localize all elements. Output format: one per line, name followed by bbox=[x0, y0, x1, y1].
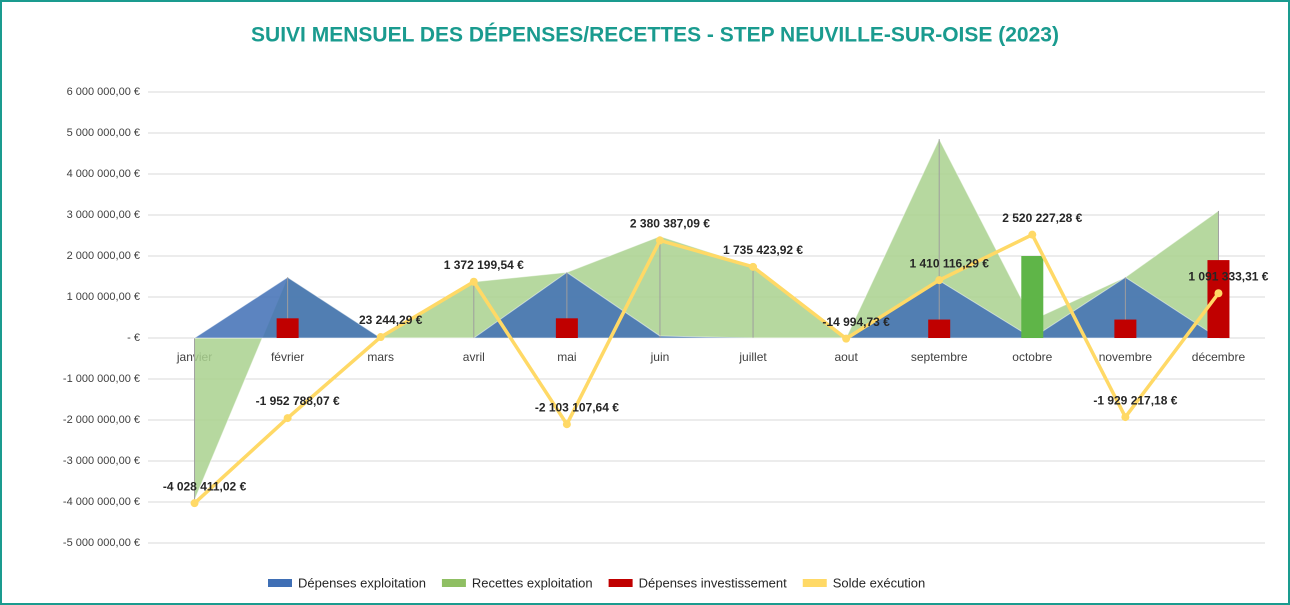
x-tick-label: aout bbox=[834, 350, 858, 364]
y-tick-label: 2 000 000,00 € bbox=[67, 250, 140, 262]
data-label: -1 952 788,07 € bbox=[256, 394, 340, 408]
x-tick-label: juin bbox=[650, 350, 670, 364]
point bbox=[562, 420, 571, 429]
point bbox=[283, 414, 292, 423]
legend-label: Dépenses investissement bbox=[639, 575, 788, 590]
point bbox=[1214, 289, 1223, 298]
x-tick-label: octobre bbox=[1012, 350, 1052, 364]
legend-swatch bbox=[802, 579, 827, 587]
legend-swatch bbox=[441, 579, 466, 587]
legend-label: Dépenses exploitation bbox=[298, 575, 426, 590]
y-tick-label: -3 000 000,00 € bbox=[63, 455, 140, 467]
y-tick-label: 4 000 000,00 € bbox=[67, 168, 140, 180]
data-label: -2 103 107,64 € bbox=[535, 400, 619, 414]
y-tick-label: 1 000 000,00 € bbox=[67, 291, 140, 303]
x-tick-label: mai bbox=[557, 350, 576, 364]
point bbox=[1028, 230, 1037, 239]
point bbox=[376, 333, 385, 342]
y-tick-label: -2 000 000,00 € bbox=[63, 414, 140, 426]
y-tick-label: 6 000 000,00 € bbox=[67, 86, 140, 98]
legend-label: Solde exécution bbox=[833, 575, 926, 590]
data-label: 1 410 116,29 € bbox=[909, 256, 989, 270]
bar bbox=[1207, 260, 1230, 338]
y-tick-label: -4 000 000,00 € bbox=[63, 496, 140, 508]
bar bbox=[555, 318, 578, 338]
bar bbox=[276, 318, 299, 338]
x-tick-label: avril bbox=[463, 350, 485, 364]
point bbox=[469, 277, 478, 286]
line bbox=[193, 232, 1220, 505]
data-label: 23 244,29 € bbox=[359, 313, 423, 327]
point bbox=[749, 262, 758, 271]
chart-title: SUIVI MENSUEL DES DÉPENSES/RECETTES - ST… bbox=[251, 24, 1059, 47]
bar bbox=[1114, 319, 1137, 338]
y-tick-label: - € bbox=[127, 332, 140, 344]
legend-swatch bbox=[268, 579, 292, 587]
point bbox=[935, 276, 944, 285]
x-tick-label: février bbox=[271, 350, 304, 364]
bar bbox=[1021, 256, 1044, 338]
point bbox=[842, 334, 851, 343]
data-label: -14 994,73 € bbox=[822, 315, 890, 329]
x-tick-label: décembre bbox=[1192, 350, 1246, 364]
y-tick-label: -1 000 000,00 € bbox=[63, 373, 140, 385]
bar bbox=[928, 319, 951, 338]
data-label: 1 372 199,54 € bbox=[444, 258, 524, 272]
x-tick-label: juillet bbox=[738, 350, 767, 364]
data-label: 1 735 423,92 € bbox=[723, 243, 803, 257]
data-label: 2 380 387,09 € bbox=[630, 217, 710, 231]
point bbox=[190, 499, 199, 508]
point bbox=[655, 236, 664, 245]
y-tick-label: -5 000 000,00 € bbox=[63, 537, 140, 549]
data-label: -1 929 217,18 € bbox=[1093, 393, 1177, 407]
data-label: -4 028 411,02 € bbox=[163, 479, 247, 493]
y-tick-label: 5 000 000,00 € bbox=[67, 127, 140, 139]
x-tick-label: septembre bbox=[911, 350, 968, 364]
x-tick-label: novembre bbox=[1099, 350, 1153, 364]
point bbox=[1121, 413, 1130, 422]
data-label: 1 091 333,31 € bbox=[1188, 269, 1268, 283]
legend-label: Recettes exploitation bbox=[472, 575, 593, 590]
data-label: 2 520 227,28 € bbox=[1002, 211, 1082, 225]
y-tick-label: 3 000 000,00 € bbox=[67, 209, 140, 221]
x-tick-label: mars bbox=[367, 350, 394, 364]
legend-swatch bbox=[608, 579, 633, 587]
